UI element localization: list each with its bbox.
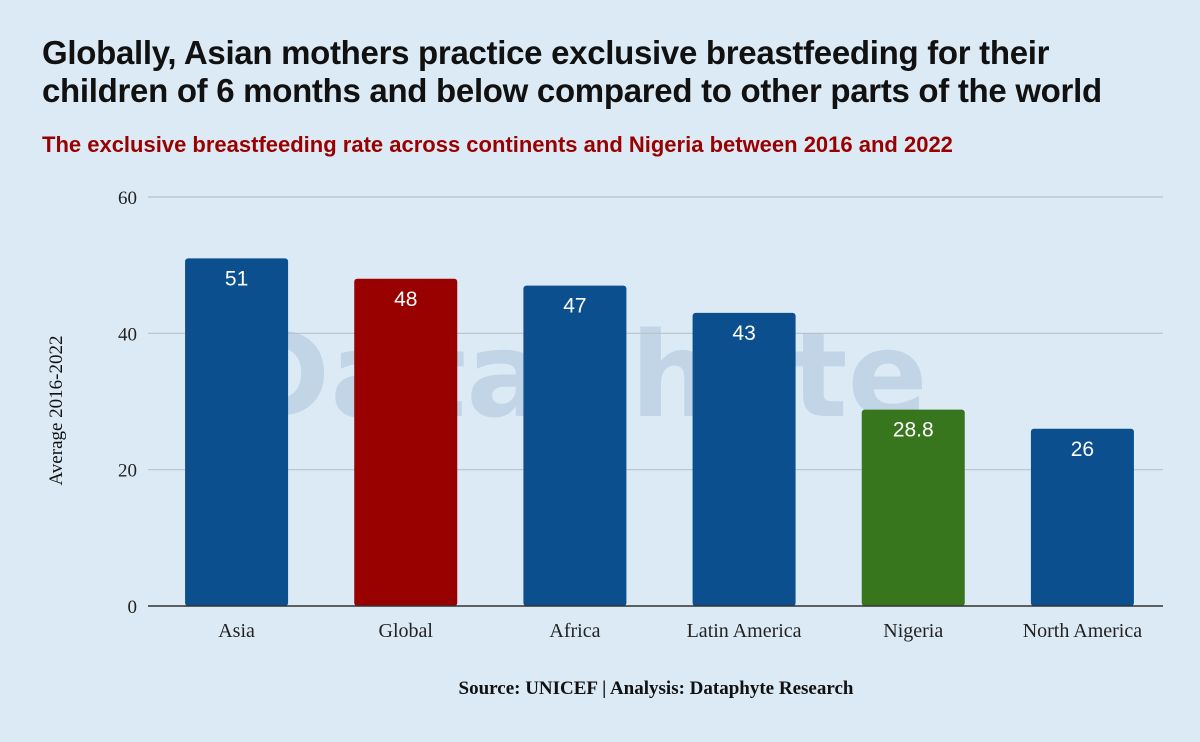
bar-global [354,278,458,606]
data-label: 48 [394,288,417,311]
x-tick-label: Africa [549,620,600,642]
chart-title: Globally, Asian mothers practice exclusi… [42,34,1102,109]
bar-north-america [1030,428,1134,606]
x-tick-label: Global [379,620,434,642]
x-tick-label: Latin America [687,620,802,642]
data-label: 51 [225,267,248,290]
x-tick-label: North America [1023,620,1143,642]
x-tick-label: Nigeria [883,620,943,642]
bar-nigeria [861,409,965,606]
y-tick-label: 20 [118,461,137,482]
bar-africa [523,285,627,606]
data-label: 47 [563,295,586,318]
data-label: 28.8 [893,419,934,442]
y-tick-label: 40 [118,324,137,345]
chart-subtitle: The exclusive breastfeeding rate across … [42,132,953,157]
y-tick-label: 60 [118,188,137,209]
y-axis-title: Average 2016-2022 [46,335,67,485]
bar-latin-america [692,312,796,606]
source-note: Source: UNICEF | Analysis: Dataphyte Res… [458,678,854,699]
bar-asia [185,258,289,606]
x-tick-label: Asia [218,620,255,642]
data-label: 43 [732,322,755,345]
y-tick-label: 0 [128,597,138,618]
data-label: 26 [1071,438,1094,461]
